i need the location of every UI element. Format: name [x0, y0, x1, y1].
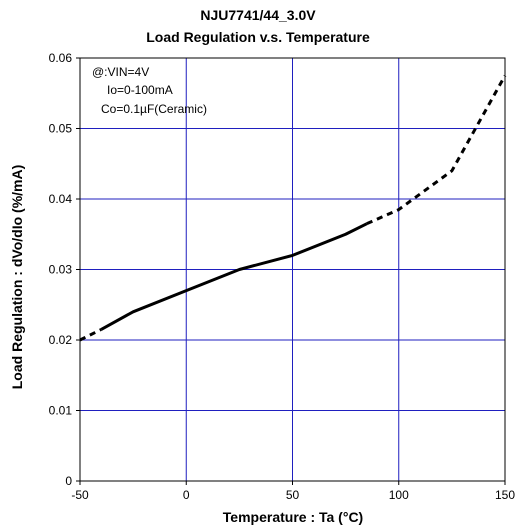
- series-line-extrapolated: [79, 328, 102, 342]
- annotation-line-3: Co=0.1µF(Ceramic): [101, 102, 207, 116]
- series-layer: [79, 74, 507, 342]
- x-tick-label: 100: [389, 488, 409, 502]
- y-tick-label: 0.01: [49, 404, 73, 418]
- annotation-line-1: @:VIN=4V: [92, 65, 149, 79]
- series-line-measured: [100, 222, 368, 331]
- series-line-extrapolated: [366, 74, 507, 226]
- grid-layer: [80, 58, 505, 481]
- y-tick-label: 0.06: [49, 51, 73, 65]
- x-axis-label: Temperature : Ta (°C): [223, 509, 363, 525]
- x-tick-label: -50: [71, 488, 89, 502]
- y-tick-label: 0: [65, 474, 72, 488]
- y-tick-label: 0.03: [49, 263, 73, 277]
- y-tick-label: 0.04: [49, 192, 73, 206]
- y-tick-label: 0.02: [49, 333, 73, 347]
- plot-border: [79, 57, 506, 482]
- x-tick-label: 0: [183, 488, 190, 502]
- chart-subtitle: Load Regulation v.s. Temperature: [146, 29, 370, 45]
- y-tick-label: 0.05: [49, 122, 73, 136]
- chart-title: NJU7741/44_3.0V: [200, 7, 316, 23]
- y-axis-label: Load Regulation : dVo/dIo (%/mA): [9, 165, 25, 390]
- x-tick-label: 150: [495, 488, 515, 502]
- x-tick-label: 50: [286, 488, 300, 502]
- annotation-line-2: Io=0-100mA: [107, 83, 173, 97]
